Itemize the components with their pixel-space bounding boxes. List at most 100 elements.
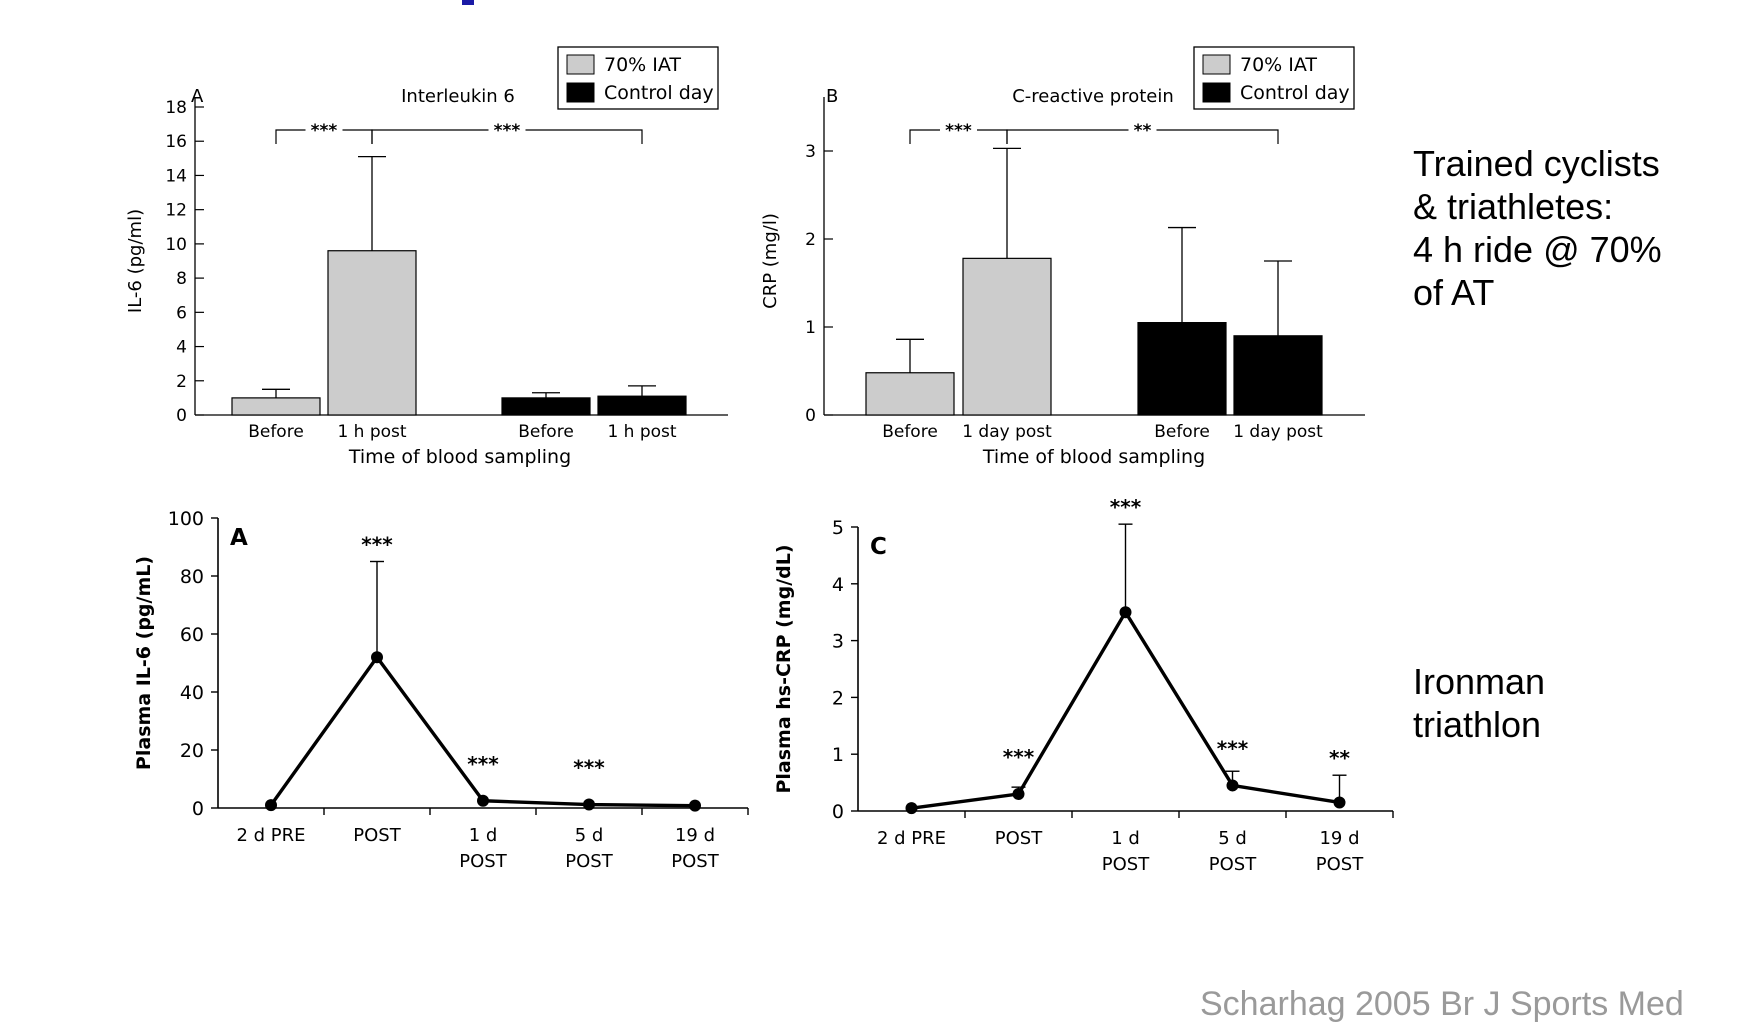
x-tick-label: POST [1209, 854, 1257, 875]
bar [962, 257, 1052, 416]
data-point [265, 799, 277, 812]
bar [327, 250, 417, 416]
bar [1137, 322, 1227, 416]
citation: Scharhag 2005 Br J Sports Med [1200, 985, 1684, 1023]
data-point [1012, 787, 1025, 800]
x-tick-label: Before [248, 422, 304, 442]
y-tick-label: 4 [176, 338, 187, 358]
study-label-ironman: Ironman triathlon [1413, 661, 1546, 745]
significance-label: *** [945, 121, 972, 141]
legend-swatch [1202, 54, 1231, 75]
x-tick-label: POST [995, 828, 1043, 849]
line-chart-plasma-hs-crp: 0 1 2 3 4 5 2 d PRE POST 1 d POST 5 d POST 19 d POST *… [773, 495, 1394, 875]
x-tick-label: POST [671, 851, 719, 872]
y-tick-label: 20 [180, 740, 204, 762]
significance-label: *** [1217, 736, 1249, 760]
significance-label: *** [1003, 745, 1035, 769]
significance-label: *** [361, 533, 393, 557]
legend-swatch [566, 54, 595, 75]
data-point [1333, 796, 1346, 809]
y-tick-label: 4 [832, 574, 844, 596]
chart-title: C-reactive protein [1012, 86, 1174, 107]
bar [1233, 335, 1323, 416]
y-tick-label: 40 [180, 682, 204, 704]
x-tick-label: Before [518, 422, 574, 442]
x-tick-label: Before [1154, 422, 1210, 442]
data-point [1119, 606, 1132, 619]
y-tick-label: 0 [805, 406, 816, 426]
y-tick-label: 0 [192, 798, 204, 820]
significance-label: *** [467, 752, 499, 776]
x-tick-label: 2 d PRE [877, 828, 946, 849]
panel-letter: B [826, 86, 838, 107]
y-tick-label: 0 [832, 801, 844, 823]
significance-label: ** [1329, 746, 1350, 770]
data-point [905, 802, 918, 815]
legend-label: Control day [1240, 82, 1350, 104]
legend-label: 70% IAT [1240, 54, 1317, 76]
legend-label: 70% IAT [604, 54, 681, 76]
y-tick-label: 0 [176, 406, 187, 426]
x-tick-label: 19 d [1319, 828, 1359, 849]
x-tick-label: Before [882, 422, 938, 442]
y-tick-label: 2 [832, 687, 844, 709]
x-tick-label: 1 day post [962, 422, 1052, 442]
y-tick-label: 100 [168, 508, 204, 530]
y-axis-label: CRP (mg/l) [760, 213, 781, 309]
x-tick-label: 19 d [675, 825, 715, 846]
y-tick-label: 1 [805, 318, 816, 338]
legend-label: Control day [604, 82, 714, 104]
series-line [269, 655, 696, 808]
significance-gap [305, 124, 343, 136]
data-point [477, 794, 489, 807]
significance-label: *** [494, 121, 521, 141]
x-tick-label: POST [1316, 854, 1364, 875]
panel-letter: A [230, 525, 248, 551]
significance-gap [1128, 124, 1157, 136]
y-tick-label: 3 [805, 142, 816, 162]
x-tick-label: 2 d PRE [236, 825, 305, 846]
y-tick-label: 2 [176, 372, 187, 392]
x-tick-label: POST [565, 851, 613, 872]
panel-letter: C [870, 534, 887, 560]
data-point [371, 651, 383, 664]
x-tick-label: POST [459, 851, 507, 872]
line-chart-plasma-il6: 0 20 40 60 80 100 2 d PRE POST 1 d POST 5 d POST 19 … [133, 508, 749, 872]
significance-gap [488, 124, 526, 136]
x-tick-label: POST [1102, 854, 1150, 875]
legend-swatch [566, 82, 595, 103]
y-tick-label: 2 [805, 230, 816, 250]
x-tick-label: 1 h post [337, 422, 406, 442]
bar [501, 397, 591, 416]
data-point [583, 798, 595, 811]
y-tick-label: 60 [180, 624, 204, 646]
y-axis-label: IL-6 (pg/ml) [125, 209, 146, 313]
y-tick-label: 14 [165, 166, 187, 186]
y-tick-label: 1 [832, 744, 844, 766]
significance-label: *** [311, 121, 338, 141]
y-axis-label: Plasma IL-6 (pg/mL) [133, 556, 155, 770]
data-point [689, 799, 701, 812]
x-tick-label: 1 h post [607, 422, 676, 442]
series-line [911, 610, 1340, 810]
legend-swatch [1202, 82, 1231, 103]
y-tick-label: 6 [176, 303, 187, 323]
significance-label: *** [1110, 495, 1142, 519]
bar [231, 397, 321, 416]
x-axis-label: Time of blood sampling [982, 446, 1205, 468]
significance-label: ** [1134, 121, 1152, 141]
y-tick-label: 5 [832, 517, 844, 539]
y-tick-label: 80 [180, 566, 204, 588]
study-label-cyclists: Trained cyclists & triathletes: 4 h ride… [1413, 143, 1662, 313]
x-tick-label: 1 day post [1233, 422, 1323, 442]
y-tick-label: 3 [832, 631, 844, 653]
y-axis-label: Plasma hs-CRP (mg/dL) [773, 544, 795, 793]
x-tick-label: 5 d [1218, 828, 1247, 849]
x-tick-label: POST [353, 825, 401, 846]
title-remnant [462, 0, 474, 5]
x-tick-label: 5 d [575, 825, 604, 846]
x-tick-label: 1 d [1111, 828, 1140, 849]
y-tick-label: 12 [165, 201, 187, 221]
